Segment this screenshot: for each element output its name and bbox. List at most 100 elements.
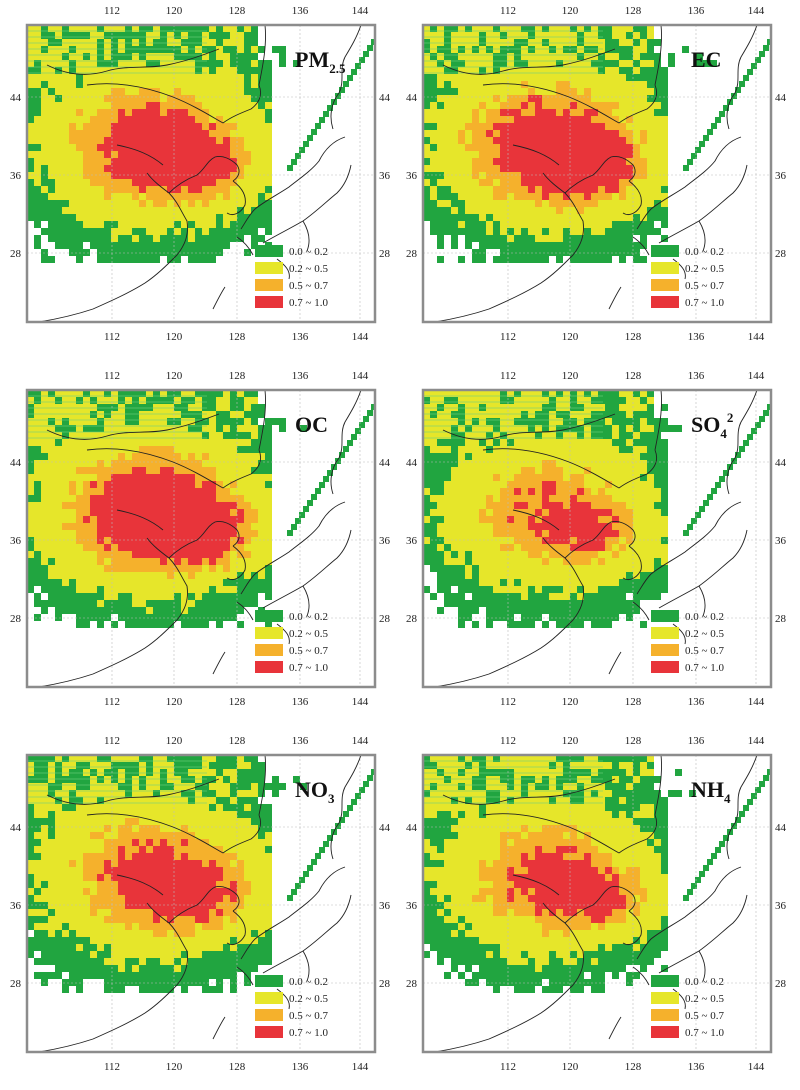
lon-tick-bottom: 120 [562, 331, 579, 343]
lat-tick-right: 36 [379, 535, 391, 547]
legend-swatch [255, 1026, 283, 1038]
lat-tick-left: 44 [406, 822, 418, 834]
lon-tick-bottom: 144 [352, 331, 369, 343]
panel-title: OC [295, 412, 328, 437]
lon-tick-top: 120 [562, 5, 579, 17]
legend-swatch [651, 610, 679, 622]
lat-tick-right: 36 [775, 900, 787, 912]
legend-label: 0.5 ~ 0.7 [289, 280, 328, 292]
legend-label: 0.5 ~ 0.7 [685, 645, 724, 657]
legend-label: 0.2 ~ 0.5 [685, 628, 724, 640]
lat-tick-right: 36 [379, 170, 391, 182]
lon-tick-bottom: 128 [229, 331, 246, 343]
lon-tick-bottom: 120 [562, 696, 579, 708]
legend-swatch [255, 992, 283, 1004]
lon-tick-top: 136 [292, 735, 309, 747]
lat-tick-left: 28 [10, 978, 22, 990]
lat-tick-right: 44 [775, 822, 787, 834]
legend-swatch [651, 279, 679, 291]
legend-swatch [255, 627, 283, 639]
lon-tick-bottom: 128 [229, 696, 246, 708]
lon-tick-top: 144 [352, 370, 369, 382]
lat-tick-right: 28 [775, 248, 787, 260]
lon-tick-bottom: 144 [352, 696, 369, 708]
legend-swatch [255, 661, 283, 673]
lon-tick-top: 128 [229, 370, 246, 382]
legend-swatch [255, 296, 283, 308]
lat-tick-right: 44 [775, 92, 787, 104]
lat-tick-right: 28 [775, 978, 787, 990]
legend-swatch [255, 975, 283, 987]
lat-tick-right: 44 [379, 92, 391, 104]
legend-swatch [651, 245, 679, 257]
lat-tick-left: 44 [10, 457, 22, 469]
lat-tick-right: 28 [775, 613, 787, 625]
legend-label: 0.0 ~ 0.2 [289, 246, 328, 258]
legend-label: 0.2 ~ 0.5 [289, 263, 328, 275]
lon-tick-top: 120 [166, 735, 183, 747]
legend-label: 0.7 ~ 1.0 [685, 1027, 724, 1039]
panel-title: EC [691, 47, 722, 72]
lon-tick-top: 120 [166, 370, 183, 382]
lon-tick-top: 112 [104, 735, 120, 747]
legend-label: 0.7 ~ 1.0 [289, 297, 328, 309]
legend-swatch [255, 644, 283, 656]
legend-swatch [651, 661, 679, 673]
lat-tick-left: 36 [406, 170, 418, 182]
legend-swatch [651, 627, 679, 639]
lon-tick-bottom: 144 [748, 1061, 765, 1073]
lon-tick-bottom: 128 [625, 1061, 642, 1073]
legend-label: 0.2 ~ 0.5 [289, 993, 328, 1005]
lon-tick-bottom: 144 [748, 696, 765, 708]
lon-tick-bottom: 136 [688, 1061, 705, 1073]
lon-tick-top: 112 [500, 735, 516, 747]
legend-label: 0.7 ~ 1.0 [289, 662, 328, 674]
lon-tick-bottom: 144 [352, 1061, 369, 1073]
lon-tick-bottom: 120 [562, 1061, 579, 1073]
lat-tick-left: 44 [406, 457, 418, 469]
legend-swatch [651, 1026, 679, 1038]
lon-tick-bottom: 112 [500, 696, 516, 708]
lat-tick-left: 36 [406, 900, 418, 912]
legend-swatch [255, 245, 283, 257]
legend-swatch [651, 262, 679, 274]
lat-tick-right: 28 [379, 978, 391, 990]
legend-label: 0.2 ~ 0.5 [289, 628, 328, 640]
lon-tick-top: 136 [292, 370, 309, 382]
lat-tick-right: 36 [379, 900, 391, 912]
legend-label: 0.0 ~ 0.2 [685, 611, 724, 623]
lon-tick-top: 128 [625, 735, 642, 747]
lon-tick-bottom: 136 [292, 331, 309, 343]
lat-tick-right: 28 [379, 248, 391, 260]
lat-tick-right: 44 [775, 457, 787, 469]
legend-label: 0.2 ~ 0.5 [685, 263, 724, 275]
lon-tick-top: 120 [562, 370, 579, 382]
lon-tick-bottom: 136 [292, 696, 309, 708]
lon-tick-bottom: 128 [229, 1061, 246, 1073]
lon-tick-top: 112 [104, 5, 120, 17]
lon-tick-top: 136 [292, 5, 309, 17]
lon-tick-bottom: 120 [166, 696, 183, 708]
legend-label: 0.0 ~ 0.2 [685, 246, 724, 258]
lon-tick-top: 112 [500, 5, 516, 17]
lat-tick-right: 44 [379, 457, 391, 469]
lon-tick-top: 112 [104, 370, 120, 382]
legend-label: 0.2 ~ 0.5 [685, 993, 724, 1005]
lon-tick-bottom: 112 [500, 1061, 516, 1073]
legend-label: 0.7 ~ 1.0 [685, 662, 724, 674]
lon-tick-top: 144 [748, 370, 765, 382]
legend-swatch [255, 279, 283, 291]
legend-label: 0.7 ~ 1.0 [685, 297, 724, 309]
lon-tick-top: 128 [625, 5, 642, 17]
lon-tick-bottom: 112 [104, 696, 120, 708]
legend-label: 0.5 ~ 0.7 [685, 280, 724, 292]
legend-swatch [255, 262, 283, 274]
